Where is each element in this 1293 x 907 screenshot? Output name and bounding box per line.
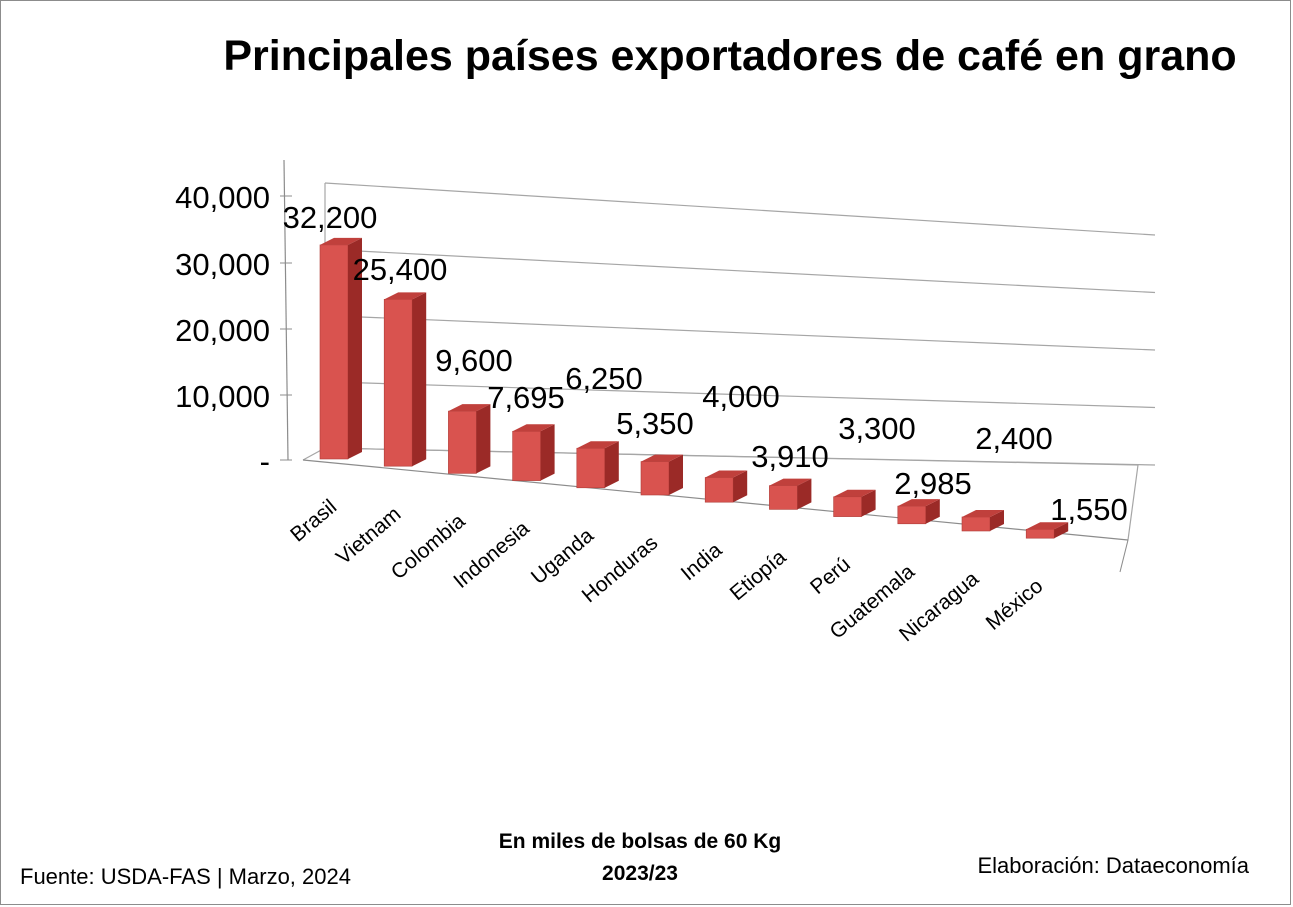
bar-value-label: 3,300 [838, 411, 916, 446]
bar-front [769, 485, 798, 510]
bar [319, 237, 362, 460]
bar-front [383, 299, 413, 467]
credit-note: Elaboración: Dataeconomía [977, 853, 1250, 878]
bar [961, 509, 1004, 532]
bars [319, 237, 1069, 539]
y-tick-label: 20,000 [175, 313, 270, 348]
bar-front [833, 496, 862, 517]
bar [833, 489, 876, 517]
x-tick-label: India [677, 538, 727, 585]
bar-value-label: 1,550 [1050, 492, 1128, 527]
gridline [324, 248, 1156, 294]
bar-front [319, 244, 349, 460]
x-tick-label: Etiopía [726, 545, 791, 605]
bar-front [640, 461, 670, 496]
bar [448, 404, 491, 474]
bar-top [320, 237, 362, 245]
bar-side [412, 292, 427, 467]
chart-subtitle: En miles de bolsas de 60 Kg 2023/23 [440, 826, 840, 890]
bar-side [669, 454, 683, 495]
bar [640, 454, 683, 496]
bar-front [512, 430, 541, 481]
bar-top [705, 470, 748, 478]
bar-front [1025, 528, 1055, 539]
y-tick-label: 40,000 [175, 180, 270, 215]
bar-value-label: 2,400 [975, 421, 1053, 456]
bar-value-label: 5,350 [616, 406, 694, 441]
bar [1025, 522, 1069, 539]
floor-edge [302, 447, 1139, 541]
bar-top [1026, 522, 1069, 530]
subtitle-period: 2023/23 [602, 862, 678, 885]
bar-front [448, 410, 477, 474]
bar-top [448, 404, 491, 412]
bar-side [1054, 522, 1069, 539]
bar-side [348, 237, 362, 459]
bar-side [476, 404, 491, 474]
gridline [324, 314, 1156, 351]
bar [897, 499, 940, 525]
gridline [324, 381, 1156, 409]
bar [576, 441, 619, 489]
bar [769, 478, 812, 510]
bar [704, 470, 748, 503]
x-tick-label: Uganda [527, 524, 598, 589]
bar-top [576, 441, 619, 449]
bar-value-label: 4,000 [702, 379, 780, 414]
bar-top [769, 478, 812, 486]
bar-front [704, 477, 734, 503]
x-tick-label: Perú [806, 553, 855, 599]
x-axis-end [1119, 539, 1129, 573]
bar-value-label: 7,695 [487, 380, 565, 415]
bar-side [861, 489, 876, 517]
y-tick-label: 10,000 [175, 379, 270, 414]
y-tick-label: - [260, 444, 270, 479]
bar-value-label: 32,200 [283, 200, 378, 235]
bar-front [576, 447, 606, 489]
source-note: Fuente: USDA-FAS | Marzo, 2024 [20, 864, 351, 889]
x-tick-label: Brasil [286, 495, 341, 546]
chart-title: Principales países exportadores de café … [223, 32, 1237, 80]
bar [383, 292, 427, 467]
bar-side [604, 441, 619, 488]
bar-side [733, 470, 748, 503]
bar-value-label: 25,400 [353, 252, 448, 287]
bar-front [897, 505, 927, 525]
gridline [324, 182, 1156, 236]
bar-value-label: 6,250 [565, 361, 643, 396]
bar-side [925, 499, 940, 524]
y-tick-label: 30,000 [175, 247, 270, 282]
bar-side [990, 509, 1004, 531]
bar-side [540, 424, 555, 481]
bar-top [512, 424, 555, 432]
bar-top [384, 292, 427, 300]
bar-top [962, 509, 1004, 517]
bar-value-label: 9,600 [435, 343, 513, 378]
bar-side [797, 478, 812, 510]
bar-top [897, 499, 940, 507]
bar-top [833, 489, 876, 497]
bar [512, 424, 555, 481]
y-axis [283, 159, 289, 461]
bar-top [641, 454, 683, 462]
bar-value-label: 2,985 [894, 466, 972, 501]
x-tick-label: México [982, 574, 1048, 634]
bar-value-label: 3,910 [751, 439, 829, 474]
bar-front [961, 516, 991, 532]
subtitle-units: En miles de bolsas de 60 Kg [498, 830, 782, 853]
